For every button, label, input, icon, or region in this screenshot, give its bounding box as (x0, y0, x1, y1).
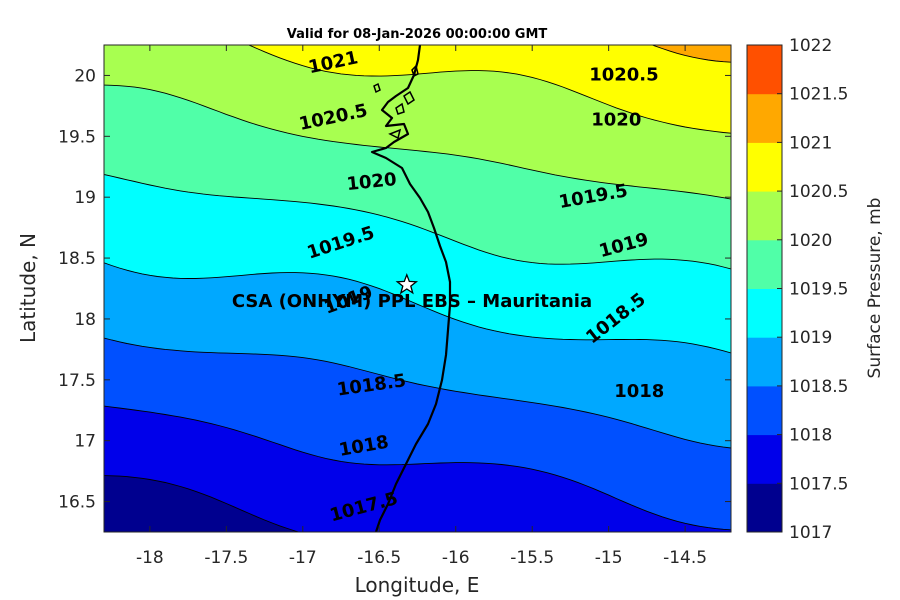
island-outline (388, 128, 402, 140)
y-axis-label: Latitude, N (16, 233, 40, 343)
colorbar-tick-label: 1022 (789, 36, 832, 56)
colorbar-tick-label: 1017.5 (789, 474, 848, 494)
x-tick-label: -17 (289, 548, 317, 568)
colorbar: 1017 1017.5 1018 1018.5 1019 1019.5 1020 1020.5… (746, 36, 848, 543)
colorbar-swatch (747, 93, 782, 143)
coastline-path (370, 45, 452, 532)
contour-label: 1020 (591, 109, 641, 130)
x-axis-ticks: -18 -17.5 -17 -16.5 -16 -15.5 -15 -14.5 (136, 45, 707, 568)
y-axis-ticks: 16.5 17 17.5 18 18.5 19 19.5 20 (58, 66, 731, 513)
colorbar-tick-label: 1019.5 (789, 280, 848, 300)
isobar-line (104, 174, 731, 270)
island-outline (373, 82, 381, 94)
colorbar-swatch (747, 434, 782, 484)
contour-label: 1020 (346, 169, 398, 195)
colorbar-tick-label: 1021.5 (789, 85, 848, 105)
site-label: CSA (ONHYM) PPL EBS – Mauritania (232, 291, 592, 312)
colorbar-swatch (747, 385, 782, 436)
x-tick-label: -16 (442, 548, 470, 568)
colorbar-swatch (747, 239, 782, 289)
colorbar-swatch (747, 191, 782, 241)
x-tick-label: -15 (595, 548, 623, 568)
contour-band (652, 45, 731, 63)
map-title: Valid for 08-Jan-2026 00:00:00 GMT (287, 27, 548, 42)
y-tick-label: 19.5 (58, 127, 96, 147)
y-tick-label: 17.5 (58, 371, 96, 391)
colorbar-tick-label: 1019 (789, 328, 832, 348)
colorbar-tick-label: 1018.5 (789, 377, 848, 397)
x-tick-label: -14.5 (663, 548, 707, 568)
isobar-line (104, 84, 731, 200)
y-tick-label: 16.5 (58, 493, 96, 513)
y-tick-label: 17 (74, 432, 96, 452)
island-outline (403, 90, 415, 106)
colorbar-swatch (747, 288, 782, 338)
y-tick-label: 18.5 (58, 249, 96, 269)
coastline (370, 45, 452, 532)
colorbar-swatch (747, 45, 782, 95)
island-outline (411, 64, 419, 78)
contour-label: 1018 (614, 381, 664, 402)
y-tick-label: 18 (74, 310, 96, 330)
colorbar-tick-label: 1017 (789, 523, 832, 543)
contour-bands (104, 45, 731, 532)
colorbar-tick-label: 1020.5 (789, 182, 848, 202)
colorbar-swatch (747, 483, 782, 533)
x-axis-label: Longitude, E (355, 573, 480, 597)
island-outline (395, 102, 405, 115)
plot-frame (103, 44, 732, 533)
isobar-line (104, 262, 731, 354)
isobar-line (104, 337, 731, 449)
colorbar-swatch (747, 142, 782, 192)
isobar-line (104, 475, 301, 532)
site-marker (395, 272, 419, 295)
x-tick-label: -15.5 (510, 548, 554, 568)
colorbar-tick-label: 1020 (789, 231, 832, 251)
colorbar-label: Surface Pressure, mb (865, 198, 885, 379)
contour-label: 1020.5 (589, 64, 658, 85)
star-icon (395, 272, 419, 295)
y-tick-label: 19 (74, 188, 96, 208)
x-tick-label: -16.5 (357, 548, 401, 568)
colorbar-tick-label: 1018 (789, 426, 832, 446)
y-tick-label: 20 (74, 66, 96, 86)
contour-band (248, 45, 731, 134)
colorbar-tick-label: 1021 (789, 133, 832, 153)
isobar-line (104, 405, 731, 531)
x-tick-label: -18 (136, 548, 164, 568)
x-tick-label: -17.5 (204, 548, 248, 568)
colorbar-swatch (747, 337, 782, 387)
